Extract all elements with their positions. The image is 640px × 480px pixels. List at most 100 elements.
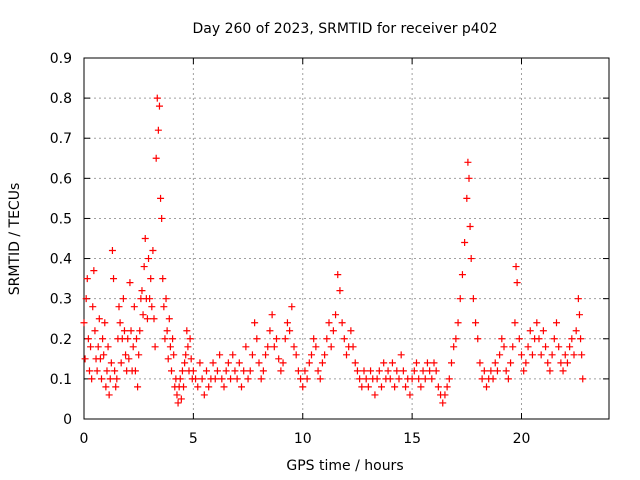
- data-point: [99, 335, 107, 343]
- data-point: [192, 375, 200, 383]
- plot-frame: [83, 57, 610, 420]
- data-point: [183, 327, 191, 335]
- chart-title: Day 260 of 2023, SRMTID for receiver p40…: [192, 21, 497, 37]
- data-point: [533, 319, 541, 327]
- data-point: [83, 275, 91, 283]
- data-point: [143, 315, 151, 323]
- data-point: [371, 391, 379, 399]
- data-point: [181, 359, 189, 367]
- data-point: [94, 343, 102, 351]
- data-point: [509, 343, 517, 351]
- data-point: [512, 263, 520, 271]
- data-point: [117, 359, 125, 367]
- data-point: [489, 375, 497, 383]
- data-point: [122, 351, 130, 359]
- data-point: [116, 319, 124, 327]
- data-point: [184, 343, 192, 351]
- data-point: [349, 343, 357, 351]
- data-point: [139, 311, 147, 319]
- data-point: [127, 327, 135, 335]
- data-point: [535, 335, 543, 343]
- data-point: [266, 327, 274, 335]
- data-point: [386, 375, 394, 383]
- data-point: [160, 303, 168, 311]
- data-point: [180, 383, 188, 391]
- data-point: [91, 327, 99, 335]
- data-point: [213, 367, 221, 375]
- data-point: [421, 375, 429, 383]
- data-point: [88, 375, 96, 383]
- data-point: [134, 383, 142, 391]
- data-point: [182, 351, 190, 359]
- data-point: [555, 343, 563, 351]
- data-point: [423, 359, 431, 367]
- data-point: [277, 367, 285, 375]
- data-point: [466, 222, 474, 230]
- data-point: [454, 319, 462, 327]
- data-point: [524, 343, 532, 351]
- data-point: [314, 367, 322, 375]
- data-point: [507, 359, 515, 367]
- data-point: [169, 335, 177, 343]
- data-point: [391, 383, 399, 391]
- data-point: [240, 367, 248, 375]
- data-point: [248, 351, 256, 359]
- data-point: [112, 383, 120, 391]
- data-point: [500, 343, 508, 351]
- data-point: [233, 375, 241, 383]
- data-point: [378, 383, 385, 391]
- data-point: [461, 239, 469, 247]
- data-point: [151, 343, 159, 351]
- data-point: [288, 303, 296, 311]
- data-point: [419, 367, 427, 375]
- data-point: [430, 359, 438, 367]
- data-point: [504, 375, 512, 383]
- data-point: [327, 343, 335, 351]
- x-axis-label: GPS time / hours: [286, 458, 403, 474]
- data-point: [575, 311, 583, 319]
- data-point: [141, 235, 149, 242]
- x-tick-label: 20: [513, 431, 531, 447]
- data-point: [165, 315, 173, 323]
- data-point: [170, 351, 178, 359]
- data-point: [526, 327, 534, 335]
- data-point: [452, 335, 460, 343]
- y-axis-label: SRMTID / TECUs: [7, 183, 23, 296]
- data-point: [553, 319, 560, 327]
- data-point: [163, 327, 171, 335]
- data-point: [415, 375, 423, 383]
- data-point: [205, 383, 213, 391]
- data-point: [125, 355, 133, 363]
- data-point: [120, 327, 128, 335]
- data-point: [110, 275, 118, 283]
- data-point: [395, 375, 403, 383]
- data-point: [384, 367, 392, 375]
- data-point: [178, 367, 186, 375]
- data-point: [104, 343, 112, 351]
- data-point: [522, 359, 530, 367]
- data-point: [106, 375, 114, 383]
- data-point: [561, 351, 569, 359]
- data-point: [242, 343, 250, 351]
- y-tick-label: 0.9: [50, 51, 72, 67]
- data-point: [268, 311, 276, 319]
- data-point: [220, 383, 228, 391]
- data-point: [89, 303, 97, 311]
- data-point: [290, 343, 298, 351]
- data-point: [126, 279, 134, 287]
- data-point: [550, 335, 558, 343]
- data-point: [158, 214, 166, 222]
- data-point: [351, 359, 359, 367]
- data-point: [572, 327, 580, 335]
- data-point: [568, 335, 576, 343]
- data-point: [262, 351, 270, 359]
- data-point: [410, 367, 418, 375]
- data-point: [222, 367, 230, 375]
- data-point: [113, 375, 121, 383]
- data-point: [458, 271, 466, 279]
- data-point: [578, 351, 586, 359]
- data-point: [176, 375, 184, 383]
- data-point: [166, 343, 174, 351]
- x-tick-label: 5: [189, 431, 198, 447]
